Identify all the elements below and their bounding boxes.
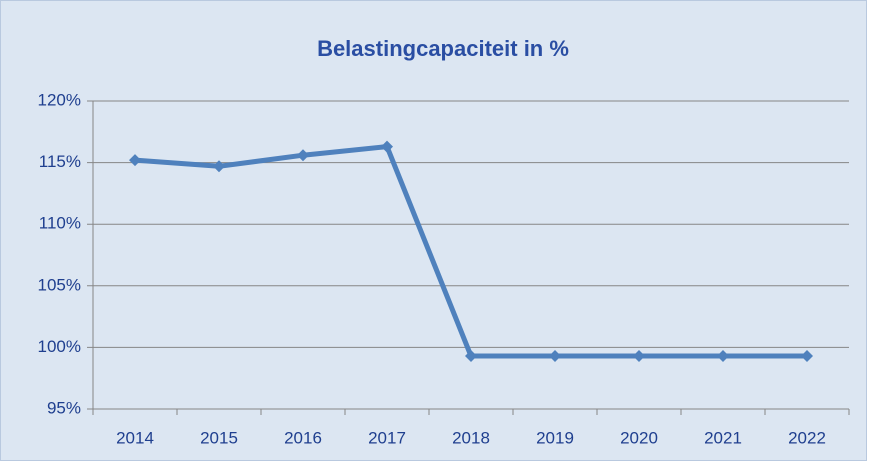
data-point — [801, 350, 813, 363]
data-point — [381, 140, 393, 153]
x-tick-label: 2019 — [536, 428, 574, 447]
x-tick-label: 2017 — [368, 428, 406, 447]
data-point — [297, 149, 309, 162]
data-point — [129, 154, 141, 167]
x-tick-label: 2015 — [200, 428, 238, 447]
y-tick-label: 110% — [39, 214, 81, 233]
x-tick-label: 2021 — [704, 428, 742, 447]
y-tick-label: 95% — [47, 398, 81, 417]
y-tick-label: 105% — [38, 275, 81, 294]
data-point — [717, 350, 729, 363]
x-tick-label: 2020 — [620, 428, 658, 447]
data-point — [213, 160, 225, 173]
x-tick-label: 2018 — [452, 428, 490, 447]
y-tick-label: 120% — [38, 90, 81, 109]
y-tick-label: 100% — [38, 337, 81, 356]
x-tick-label: 2016 — [284, 428, 322, 447]
data-point — [549, 350, 561, 363]
data-point — [465, 350, 477, 363]
data-point — [633, 350, 645, 363]
chart-title: Belastingcapaciteit in % — [317, 36, 569, 61]
x-tick-label: 2022 — [788, 428, 826, 447]
x-tick-label: 2014 — [116, 428, 154, 447]
y-tick-label: 115% — [39, 152, 81, 171]
